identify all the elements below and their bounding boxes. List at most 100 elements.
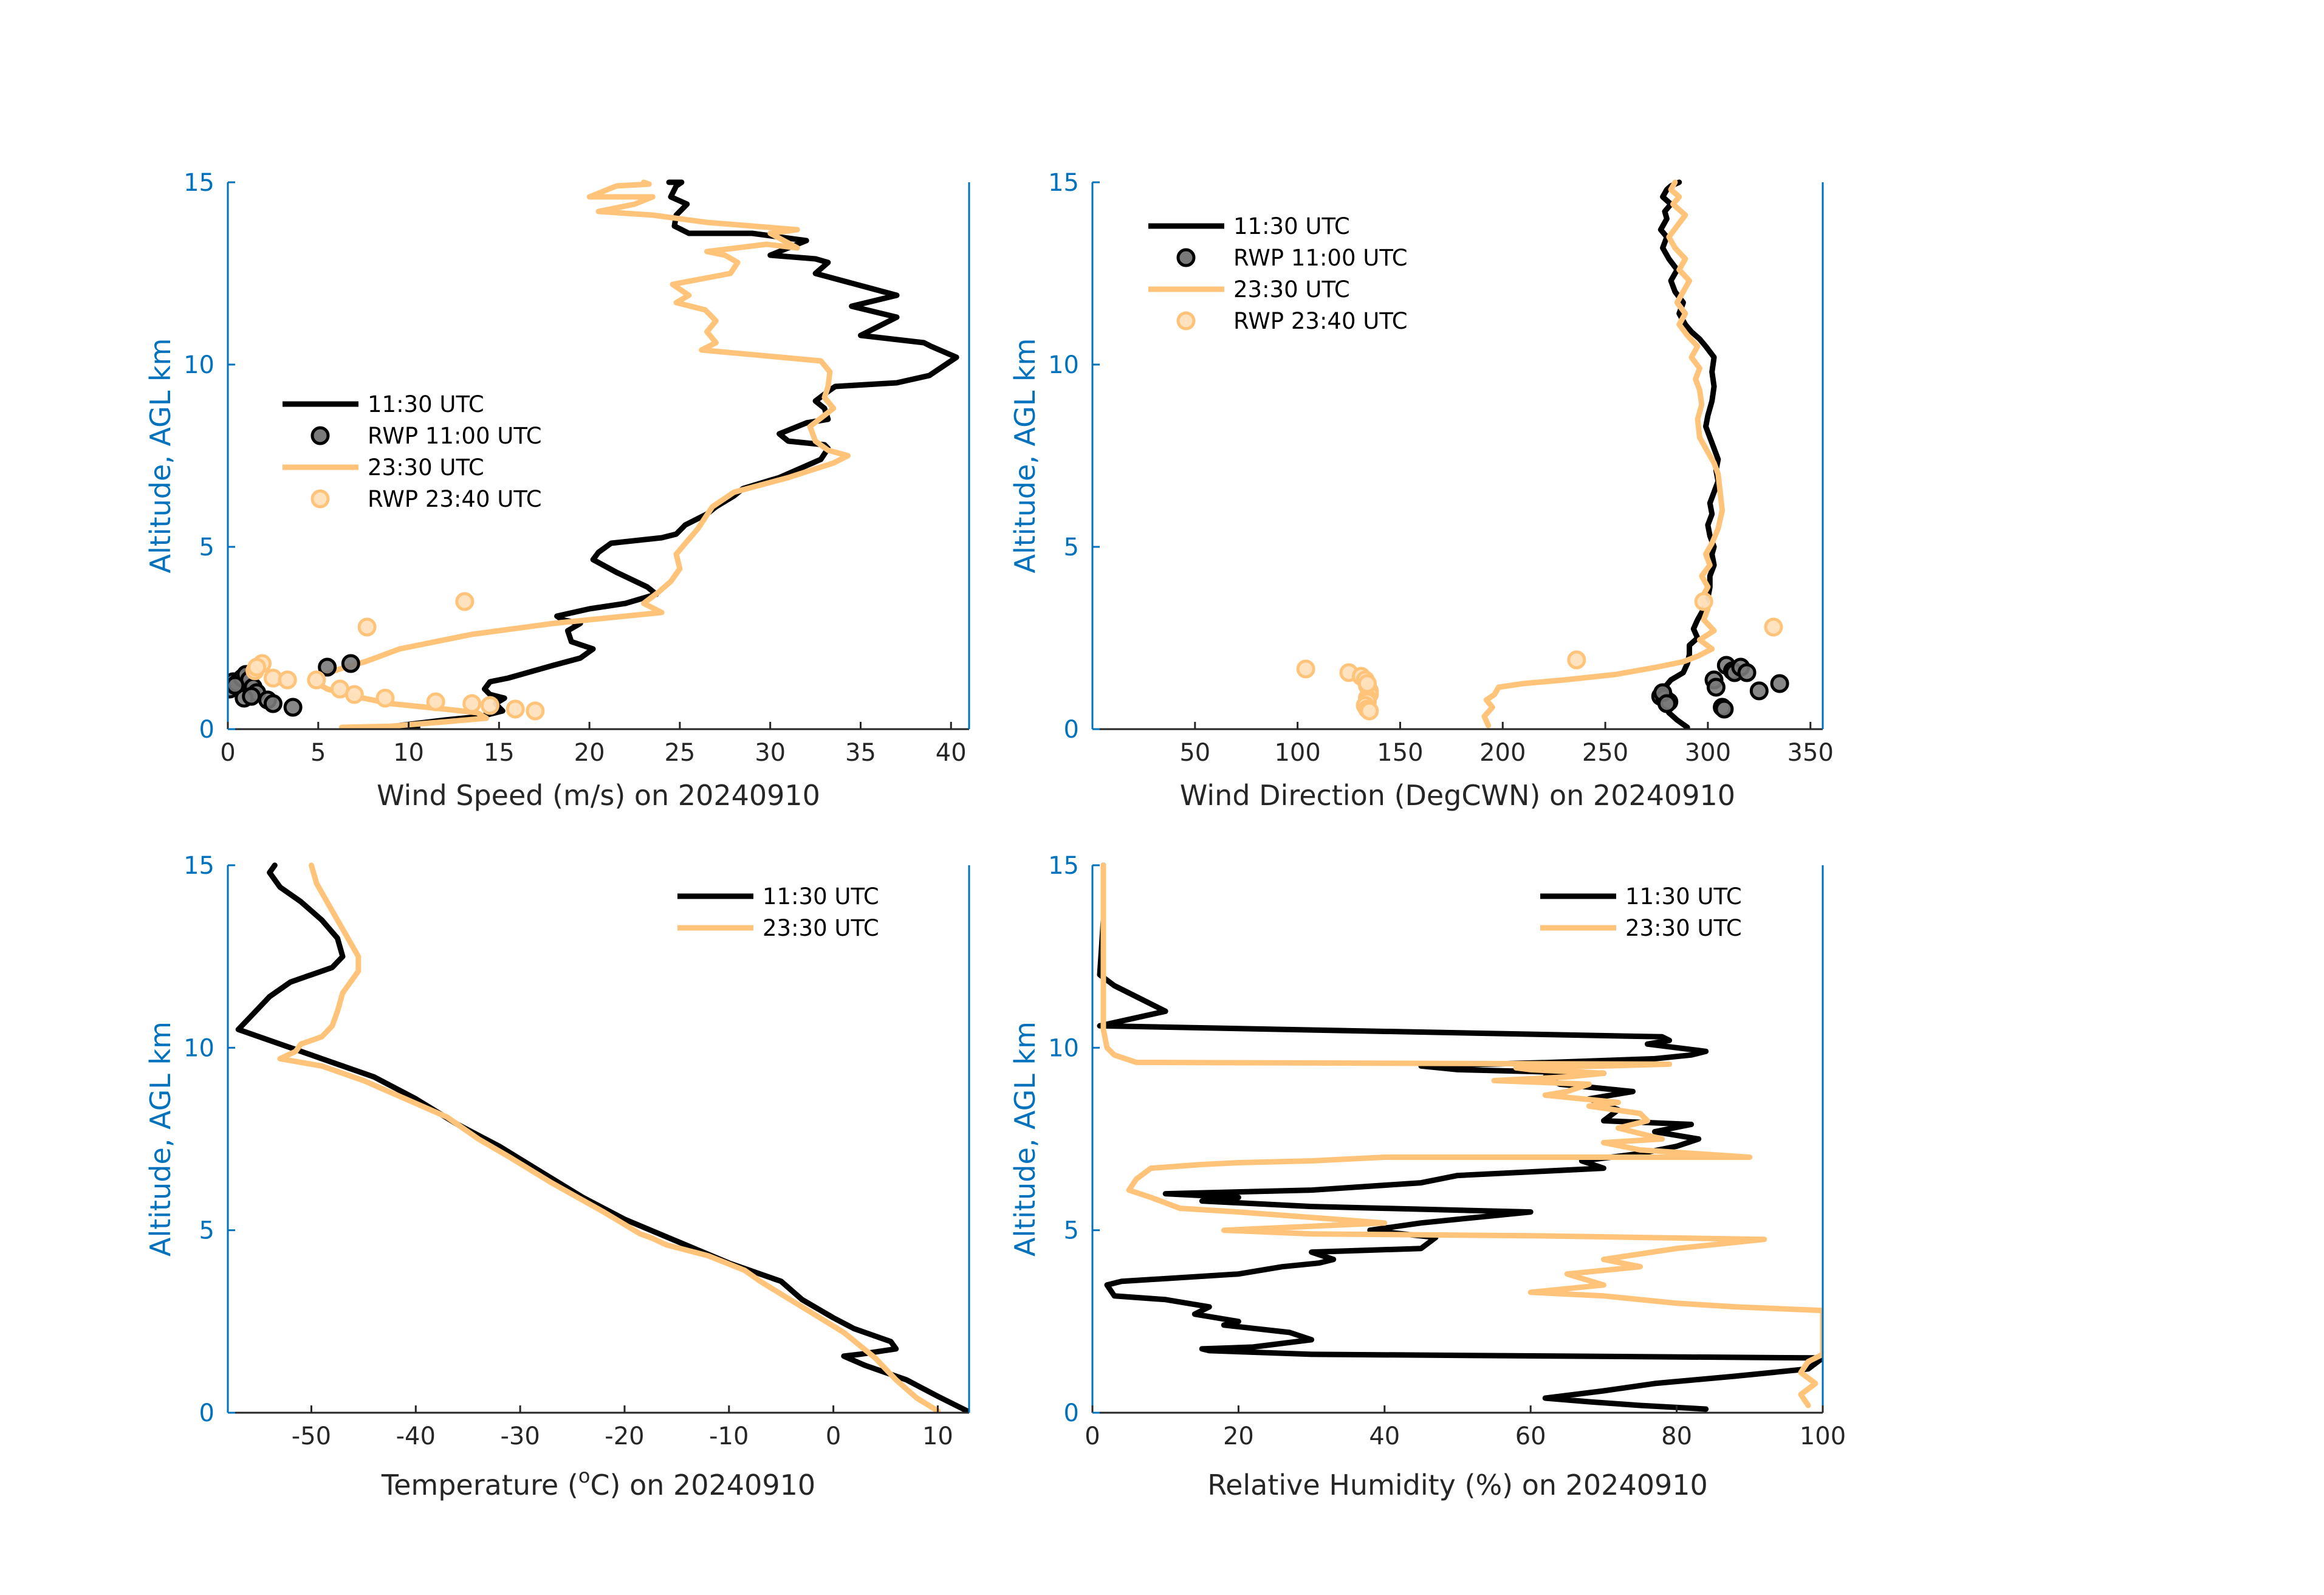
rwp-point [1770, 674, 1789, 693]
rwp-point [283, 698, 303, 717]
series-line-11-30-utc [235, 862, 969, 1413]
series-line-11-30-utc [1656, 179, 1721, 729]
x-tick-label: 300 [1685, 739, 1731, 767]
x-tick-label: 35 [845, 739, 876, 767]
x-tick-label: 10 [393, 739, 424, 767]
x-tick-label: 20 [1223, 1422, 1254, 1450]
plot-area [228, 179, 959, 729]
legend: 11:30 UTC 23:30 UTC [1540, 883, 1742, 941]
x-tick-label: -30 [500, 1422, 540, 1450]
x-tick-label: -10 [709, 1422, 749, 1450]
rwp-point [1360, 701, 1379, 721]
rwp-point [1357, 674, 1377, 693]
y-tick-label: 10 [183, 351, 214, 379]
y-axis-label: Altitude, AGL km [1009, 338, 1041, 573]
x-tick-label: 5 [310, 739, 326, 767]
x-tick-label: 30 [755, 739, 786, 767]
legend-entry-label: 23:30 UTC [763, 915, 879, 941]
rwp-point [1657, 694, 1676, 713]
series-line-23-30-utc [1100, 862, 1823, 1408]
legend-entry-label: 11:30 UTC [1233, 213, 1350, 239]
legend-entry-label: 23:30 UTC [1233, 276, 1350, 303]
legend-entry-label: RWP 11:00 UTC [368, 423, 542, 449]
y-tick-label: 15 [1048, 169, 1079, 197]
y-tick-label: 0 [1064, 716, 1079, 744]
rwp-point [1764, 617, 1783, 637]
rwp-point [506, 699, 525, 719]
rwp-point [228, 676, 245, 695]
y-tick-label: 10 [1048, 1034, 1079, 1062]
rwp-point [242, 687, 261, 706]
legend: 11:30 UTC 23:30 UTC [677, 883, 879, 941]
x-tick-label: -50 [292, 1422, 331, 1450]
legend-marker-swatch [310, 426, 330, 445]
x-tick-label: 15 [484, 739, 515, 767]
x-tick-label: 100 [1800, 1422, 1846, 1450]
panel-wind_speed: 0 5 10 15 20 25 30 35 40 0 5 10 15 Wind Speed (m/s) o… [144, 169, 970, 812]
y-tick-label: 15 [1048, 852, 1079, 880]
y-tick-label: 5 [1064, 533, 1079, 561]
x-tick-label: 60 [1515, 1422, 1546, 1450]
x-tick-label: -40 [396, 1422, 436, 1450]
series-line-11-30-utc [1097, 862, 1823, 1412]
x-tick-label: 200 [1479, 739, 1526, 767]
x-tick-label: 25 [664, 739, 695, 767]
x-tick-label: 40 [936, 739, 967, 767]
rwp-point [526, 701, 545, 721]
x-axis-label: Wind Speed (m/s) on 20240910 [377, 779, 820, 812]
plot-area [1296, 179, 1789, 729]
plot-area [1097, 862, 1823, 1412]
rwp-point [1706, 677, 1726, 697]
legend: 11:30 UTC RWP 11:00 UTC 23:30 UTC RWP 23:40… [1148, 213, 1408, 334]
y-tick-label: 5 [199, 533, 214, 561]
x-tick-label: 50 [1179, 739, 1210, 767]
plot-area [235, 862, 969, 1413]
x-tick-label: 150 [1377, 739, 1423, 767]
y-tick-label: 10 [1048, 351, 1079, 379]
y-axis-label: Altitude, AGL km [1009, 1021, 1041, 1257]
legend-entry-label: 11:30 UTC [368, 391, 484, 417]
rwp-point [375, 688, 395, 708]
legend: 11:30 UTC RWP 11:00 UTC 23:30 UTC RWP 23:40… [283, 391, 542, 512]
y-tick-label: 0 [199, 716, 214, 744]
y-tick-label: 0 [199, 1399, 214, 1427]
x-axis-label: Wind Direction (DegCWN) on 20240910 [1180, 779, 1735, 812]
y-axis-label: Altitude, AGL km [144, 338, 177, 573]
x-tick-label: 20 [574, 739, 605, 767]
legend-entry-label: RWP 23:40 UTC [368, 486, 542, 512]
legend-marker-swatch [310, 489, 330, 509]
y-axis-label: Altitude, AGL km [144, 1021, 177, 1257]
series-line-23-30-utc [1481, 179, 1726, 729]
y-tick-label: 5 [199, 1217, 214, 1245]
x-tick-label: 250 [1582, 739, 1628, 767]
rwp-point [462, 694, 482, 713]
rwp-point [318, 657, 337, 677]
x-axis-label: Temperature (oC) on 20240910 [381, 1464, 815, 1501]
rwp-point [263, 694, 283, 713]
legend-entry-label: 23:30 UTC [368, 454, 484, 481]
rwp-point [357, 617, 377, 637]
series-line-23-30-utc [277, 862, 941, 1413]
y-tick-label: 5 [1064, 1217, 1079, 1245]
legend-marker-swatch [1176, 311, 1196, 331]
legend-entry-label: RWP 11:00 UTC [1233, 245, 1408, 271]
rwp-point [480, 696, 499, 715]
x-tick-label: 0 [220, 739, 235, 767]
legend-entry-label: 23:30 UTC [1625, 915, 1742, 941]
legend-entry-label: 11:30 UTC [763, 883, 879, 910]
rwp-point [1737, 663, 1757, 682]
rwp-point [1715, 699, 1734, 719]
rwp-point [344, 685, 364, 704]
x-tick-label: 10 [922, 1422, 953, 1450]
rwp-point [278, 670, 297, 690]
y-tick-label: 10 [183, 1034, 214, 1062]
x-tick-label: 0 [826, 1422, 841, 1450]
x-tick-label: 100 [1274, 739, 1320, 767]
y-tick-label: 0 [1064, 1399, 1079, 1427]
x-tick-label: 350 [1788, 739, 1834, 767]
panel-relative_humidity: 0 20 40 60 80 100 0 5 10 15 Relative Humidity (%) … [1009, 852, 1846, 1501]
rwp-point [1694, 592, 1713, 611]
legend-entry-label: 11:30 UTC [1625, 883, 1742, 910]
y-tick-label: 15 [183, 852, 214, 880]
